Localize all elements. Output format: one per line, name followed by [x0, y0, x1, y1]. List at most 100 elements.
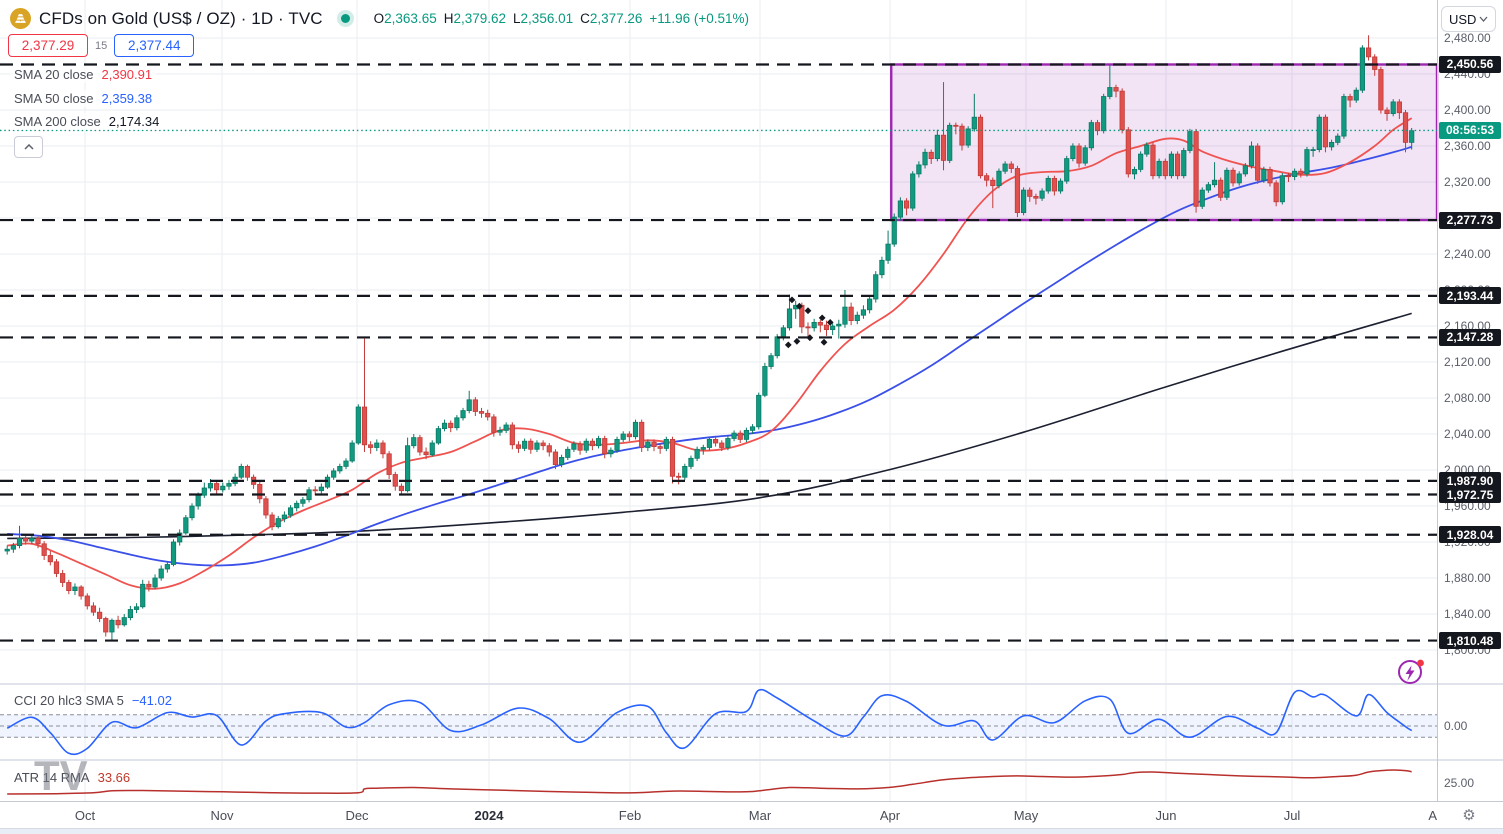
axis-settings-button[interactable]: ⚙	[1458, 805, 1480, 825]
candle-body	[928, 151, 934, 160]
candle-body	[97, 611, 103, 619]
candle-body	[1390, 101, 1396, 115]
candle-body	[817, 321, 823, 326]
candle-body	[842, 306, 848, 325]
candle-body	[398, 485, 405, 492]
time-axis-label: Jun	[1155, 808, 1177, 823]
time-axis[interactable]	[0, 801, 1503, 829]
candle-body	[435, 428, 442, 444]
price-level-badge: 1,987.90	[1439, 472, 1501, 490]
candle-body	[404, 445, 411, 492]
price-level-badge: 2,277.73	[1439, 211, 1501, 229]
candle-body	[466, 399, 472, 411]
candle-body	[971, 116, 977, 130]
price-level-badge: 2,450.56	[1439, 55, 1501, 73]
high-label: H	[443, 11, 454, 26]
spread-value: 15	[95, 39, 108, 52]
close-value: 2,377.26	[589, 11, 643, 26]
candle-body	[534, 442, 540, 450]
candle-body	[201, 487, 207, 496]
bar-marker	[793, 337, 801, 345]
candle-body	[1088, 122, 1094, 149]
candle-body	[1156, 160, 1162, 177]
flash-promo-button[interactable]	[1396, 656, 1426, 686]
candle-body	[1365, 47, 1372, 58]
candle-body	[682, 465, 688, 478]
candle-body	[4, 548, 10, 552]
candle-body	[984, 175, 990, 181]
candle-body	[688, 457, 694, 467]
candle-body	[121, 617, 127, 626]
candle-body	[1101, 96, 1107, 132]
candle-body	[72, 586, 78, 591]
tradingview-watermark: TV	[34, 752, 114, 803]
candle-countdown-badge: 08:56:53	[1439, 121, 1501, 139]
market-status-icon[interactable]	[336, 10, 354, 27]
candle-body	[571, 443, 577, 450]
candle-body	[922, 151, 928, 166]
price-axis-label: 2,480.00	[1444, 31, 1491, 45]
time-axis-label: Nov	[210, 808, 234, 823]
candle-body	[349, 442, 355, 462]
candle-body	[1353, 89, 1359, 101]
low-label: L	[513, 11, 521, 26]
sell-button[interactable]: 2,377.29	[8, 34, 88, 57]
candle-body	[66, 582, 72, 592]
candle-body	[1236, 173, 1242, 184]
candle-body	[220, 485, 226, 491]
candle-body	[478, 411, 485, 414]
buy-button[interactable]: 2,377.44	[114, 34, 195, 57]
candle-body	[491, 416, 497, 433]
candle-body	[53, 561, 60, 574]
candle-body	[1224, 169, 1230, 198]
candle-body	[1014, 168, 1021, 213]
currency-dropdown[interactable]: USD	[1441, 6, 1496, 32]
candle-body	[448, 422, 454, 429]
chart-canvas[interactable]	[0, 0, 1503, 801]
candle-body	[903, 200, 910, 209]
candle-body	[1261, 168, 1267, 181]
candle-body	[1341, 96, 1347, 137]
candle-body	[854, 314, 860, 322]
candle-body	[300, 499, 306, 504]
highlight-zone	[890, 63, 1439, 222]
candle-body	[1248, 145, 1255, 167]
candle-body	[1187, 131, 1193, 151]
time-axis-label: Dec	[345, 808, 369, 823]
candle-body	[158, 568, 164, 579]
sma20-label: SMA 20 close	[14, 67, 94, 82]
candle-body	[706, 438, 713, 448]
sma50-label: SMA 50 close	[14, 91, 94, 106]
candle-body	[35, 538, 41, 545]
candle-body	[1076, 145, 1082, 164]
candle-body	[133, 606, 140, 610]
candle-body	[1279, 175, 1285, 203]
candle-body	[503, 424, 509, 431]
collapse-legend-button[interactable]	[14, 136, 43, 158]
candle-body	[417, 437, 423, 453]
candle-body	[275, 518, 281, 528]
candle-body	[528, 440, 534, 450]
candle-body	[848, 306, 854, 322]
candle-body	[1285, 175, 1292, 178]
candle-body	[485, 412, 491, 418]
price-axis-label: 2,080.00	[1444, 391, 1491, 405]
candle-body	[16, 538, 23, 547]
candle-body	[1144, 144, 1150, 155]
price-level-badge: 1,928.04	[1439, 526, 1501, 544]
candle-body	[1292, 170, 1298, 177]
candle-body	[823, 324, 830, 331]
candle-body	[1372, 56, 1378, 70]
candle-body	[762, 366, 768, 396]
candle-body	[195, 494, 201, 507]
candle-body	[214, 483, 220, 491]
candle-body	[84, 595, 90, 607]
price-axis[interactable]: 2,480.00 2,440.00 2,400.00 2,360.00 2,320.00…	[1437, 0, 1503, 801]
candle-body	[614, 438, 620, 451]
candle-body	[140, 583, 146, 608]
symbol-title[interactable]: CFDs on Gold (US$ / OZ) · 1D · TVC	[39, 8, 323, 28]
candle-body	[189, 505, 195, 519]
symbol-header: CFDs on Gold (US$ / OZ) · 1D · TVC O2,36…	[10, 8, 756, 29]
currency-label: USD	[1449, 11, 1477, 27]
